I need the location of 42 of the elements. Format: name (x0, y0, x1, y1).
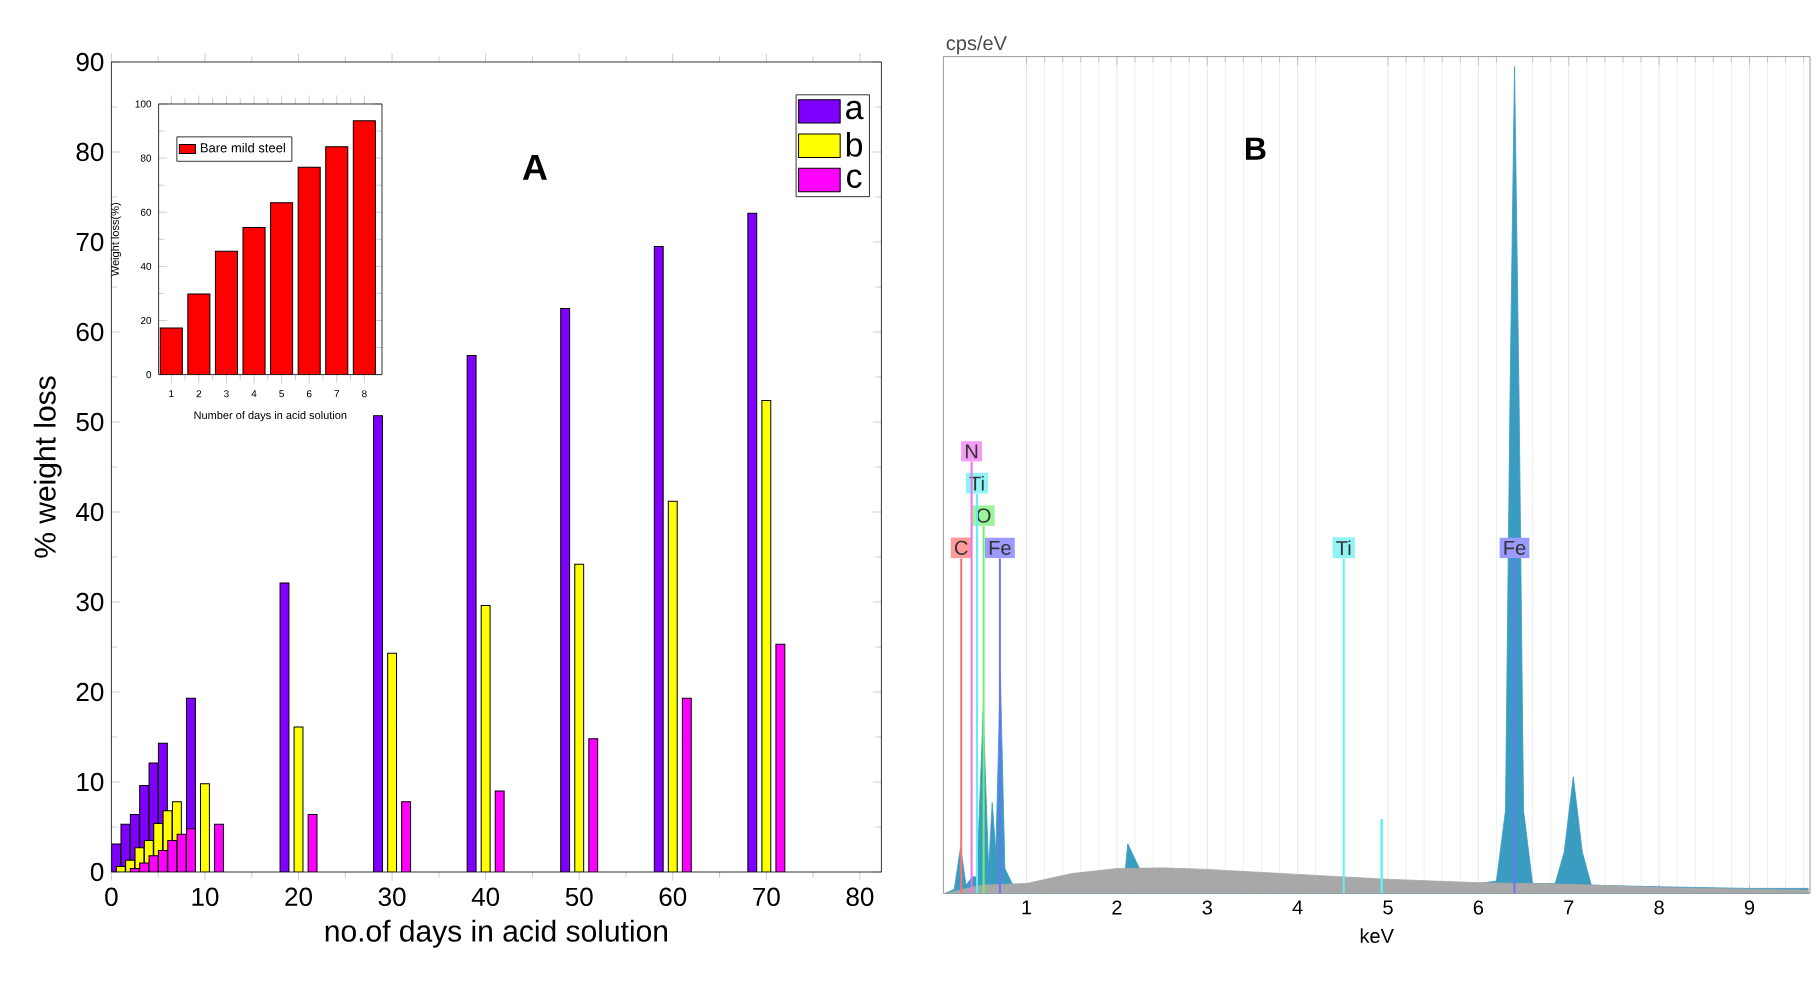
ref-line-label: Fe (1504, 540, 1526, 555)
x-tick-label: 1 (1022, 900, 1032, 915)
y-tick-label: 0 (90, 862, 104, 882)
annotation: A (522, 154, 547, 180)
y-axis-title: cps/eV (946, 35, 1007, 55)
x-tick-label: 7 (1564, 900, 1574, 915)
x-tick-label: 5 (1383, 900, 1393, 915)
x-tick-label: 2 (1112, 900, 1122, 915)
x-tick-label: 4 (1292, 900, 1303, 915)
x-tick-label: 70 (753, 887, 780, 907)
y-tick-label: 70 (76, 232, 104, 252)
x-tick-label: 30 (378, 887, 406, 907)
x-tick-label: 3 (1202, 900, 1212, 915)
y-tick-label: 80 (76, 142, 104, 162)
y-axis-title: % weight loss (33, 376, 62, 558)
legend-label: a (846, 100, 864, 120)
x-tick-label: 60 (659, 887, 687, 907)
x-tick-label: 10 (192, 887, 219, 907)
ref-line-label: Fe (989, 540, 1011, 555)
annotation: B (1245, 137, 1266, 160)
legend-label: c (847, 169, 862, 189)
legend-label: b (846, 131, 863, 157)
y-tick-label: 50 (76, 412, 104, 432)
x-axis-title: keV (1360, 928, 1394, 944)
x-tick-label: 40 (471, 887, 500, 907)
x-tick-label: 6 (1473, 900, 1484, 915)
x-tick-label: 8 (1654, 900, 1664, 915)
y-tick-label: 20 (76, 682, 104, 702)
y-tick-label: 40 (76, 502, 104, 522)
x-tick-label: 0 (105, 887, 118, 907)
x-tick-label: 80 (846, 887, 874, 907)
ref-line-label: C (954, 540, 968, 555)
x-tick-label: 9 (1744, 900, 1755, 915)
y-tick-label: 30 (76, 592, 104, 612)
x-tick-label: 20 (285, 887, 312, 907)
y-tick-label: 90 (76, 52, 104, 72)
x-tick-label: 50 (565, 887, 593, 907)
x-axis-title: no.of days in acid solution (325, 919, 668, 948)
ref-line-label: Ti (1336, 540, 1351, 555)
y-tick-label: 10 (77, 772, 104, 792)
ref-line-label: N (966, 444, 978, 459)
y-tick-label: 60 (76, 322, 104, 342)
